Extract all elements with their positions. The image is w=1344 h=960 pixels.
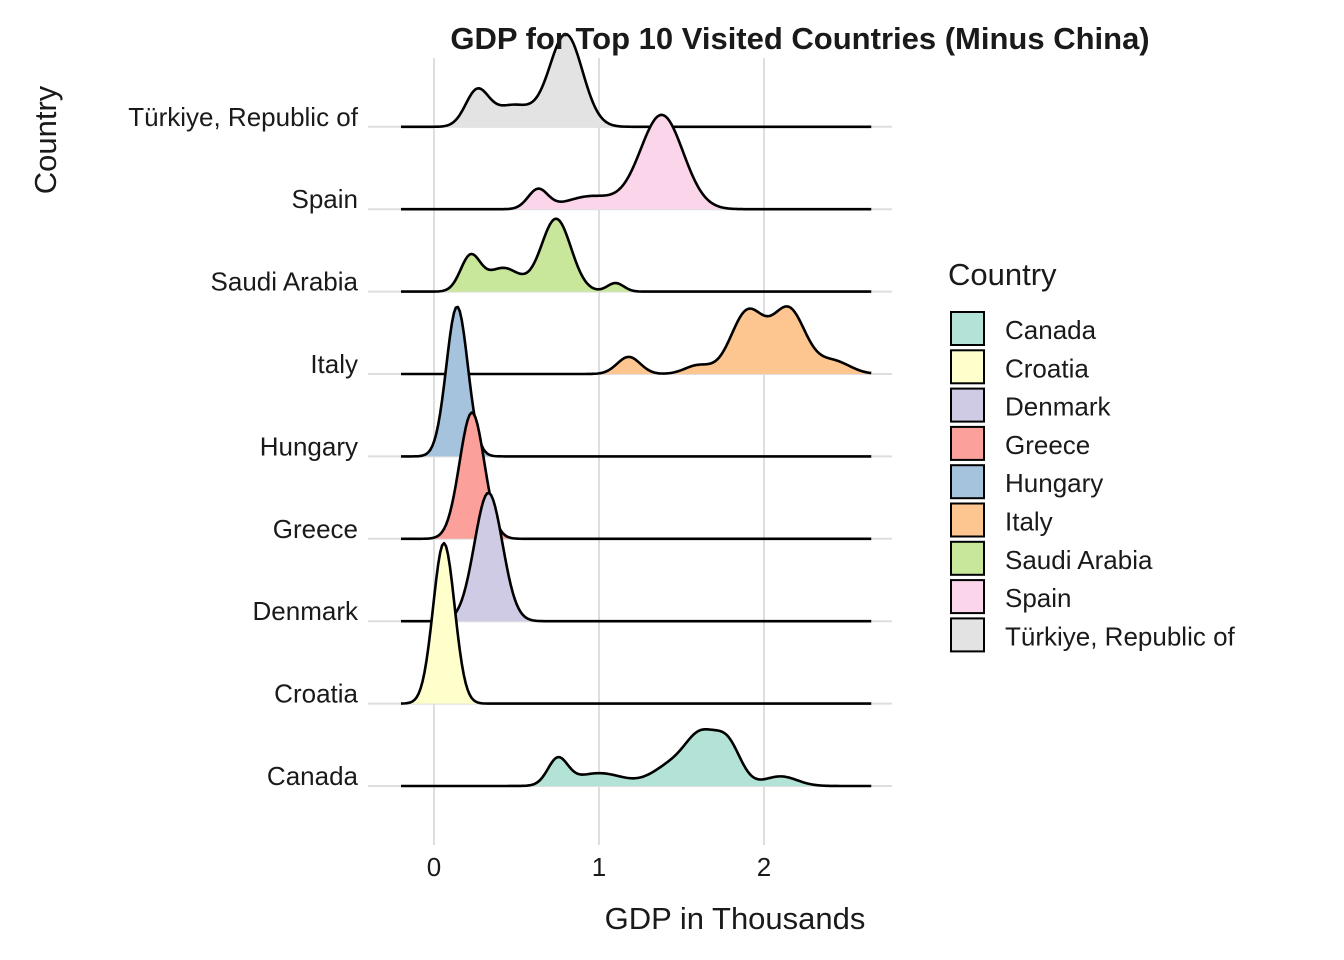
- y-tick-label: Saudi Arabia: [211, 267, 359, 297]
- x-tick-labels: 0 1 2: [427, 852, 771, 882]
- legend-label: Canada: [1005, 315, 1097, 345]
- ridge-line-croatia: [400, 541, 872, 705]
- x-axis-title: GDP in Thousands: [605, 901, 866, 936]
- legend-swatch: [950, 464, 985, 500]
- ridge-line-denmark: [401, 491, 872, 623]
- legend-items: Canada Croatia Denmark Greece Hungary Italy Sa…: [950, 311, 1236, 653]
- y-axis-title: Country: [28, 85, 63, 194]
- y-tick-label: Greece: [273, 514, 358, 544]
- ridge-fill-hungary: [401, 306, 872, 457]
- y-tick-label: Spain: [292, 184, 359, 214]
- y-tick-label: Canada: [267, 761, 359, 791]
- y-tick-label: Türkiye, Republic of: [128, 102, 359, 132]
- legend-title: Country: [948, 257, 1057, 292]
- chart-title: GDP for Top 10 Visited Countries (Minus …: [450, 21, 1149, 56]
- legend-swatch: [950, 540, 985, 576]
- legend-label: Croatia: [1005, 353, 1089, 383]
- ridge-line-saudi-arabia: [401, 217, 872, 293]
- legend-swatch: [950, 502, 985, 538]
- legend-swatch: [950, 387, 985, 423]
- ridges-layer: [400, 32, 872, 788]
- y-tick-label: Croatia: [274, 679, 358, 709]
- legend-swatch: [950, 311, 985, 346]
- legend-label: Hungary: [1005, 468, 1103, 498]
- legend-label: Türkiye, Republic of: [1005, 621, 1236, 651]
- legend-swatch: [950, 579, 985, 615]
- legend-swatch: [950, 425, 985, 461]
- ridge-line-italy: [401, 305, 872, 376]
- legend: Country Canada Croatia Denmark Greece Hungar…: [948, 257, 1236, 653]
- legend-label: Saudi Arabia: [1005, 545, 1153, 575]
- legend-label: Spain: [1005, 583, 1072, 613]
- ridge-line-greece: [401, 411, 872, 541]
- y-tick-label: Denmark: [253, 596, 359, 626]
- x-tick-label: 0: [427, 852, 441, 882]
- x-tick-label: 2: [757, 852, 771, 882]
- x-tick-label: 1: [592, 852, 606, 882]
- ridge-fill-greece: [401, 412, 872, 539]
- legend-label: Denmark: [1005, 392, 1111, 422]
- legend-swatch: [950, 349, 985, 385]
- legend-label: Greece: [1005, 430, 1090, 460]
- ridge-line-canada: [401, 728, 872, 788]
- legend-label: Italy: [1005, 507, 1053, 537]
- ridge-fill-italy: [401, 306, 872, 374]
- ridge-line-t-rkiye-republic-of: [401, 32, 872, 129]
- ridge-fill-denmark: [401, 492, 872, 622]
- ridge-line-spain: [401, 113, 872, 211]
- y-tick-labels: Canada Croatia Denmark Greece Hungary Italy Sa…: [128, 102, 359, 791]
- legend-swatch: [950, 617, 985, 653]
- y-tick-label: Hungary: [260, 431, 358, 461]
- y-tick-label: Italy: [310, 349, 358, 379]
